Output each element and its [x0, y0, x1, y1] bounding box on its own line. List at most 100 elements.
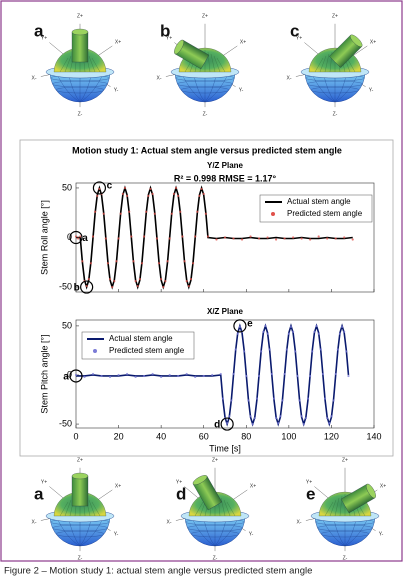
prediction-point [266, 236, 269, 239]
stripe [220, 497, 226, 517]
prediction-point [196, 210, 199, 213]
prediction-point [91, 235, 95, 238]
annotation-ring [92, 181, 107, 195]
axis-label: Z- [213, 555, 218, 561]
prediction-point [326, 417, 329, 420]
x-tick-label: 100 [281, 431, 296, 441]
stem-cap [71, 28, 89, 36]
prediction-point [240, 238, 244, 241]
prediction-point [334, 237, 337, 240]
annotation-ring [69, 369, 83, 383]
prediction-point [317, 332, 320, 335]
prediction-point [104, 237, 107, 240]
figure-frame [0, 0, 403, 562]
stem-cap [350, 34, 363, 47]
annotation-label: a [63, 372, 69, 383]
prediction-point [157, 262, 161, 265]
prediction-point [151, 192, 154, 195]
prediction-point [111, 285, 114, 289]
prediction-point [89, 262, 92, 265]
prediction-point [219, 372, 222, 376]
axis-label: Y+ [306, 479, 312, 485]
prediction-point [172, 192, 176, 195]
stripe [319, 55, 327, 73]
prediction-point [249, 415, 252, 418]
prediction-point [177, 194, 180, 197]
prediction-point [191, 262, 195, 265]
prediction-point [128, 210, 131, 213]
subplot-title: X/Z Plane [207, 307, 244, 316]
stripe [226, 501, 236, 517]
stem [192, 475, 223, 511]
prediction-point [300, 415, 303, 418]
axis-label: Z- [333, 111, 338, 117]
prediction-point [102, 212, 105, 215]
x-tick-label: 140 [366, 431, 381, 441]
prediction-point [77, 237, 80, 240]
panel-label: e [306, 484, 315, 503]
prediction-point [260, 350, 263, 353]
prediction-point [74, 373, 78, 377]
prediction-point [96, 194, 99, 197]
axis-label: X+ [115, 483, 121, 489]
prediction-point [319, 348, 322, 351]
x-tick-label: 120 [324, 431, 339, 441]
prediction-point [230, 399, 233, 402]
prediction-point [143, 235, 146, 238]
prediction-point [287, 332, 290, 335]
axis-label: Y- [249, 531, 254, 537]
legend-label: Actual stem angle [109, 334, 173, 343]
prediction-point [300, 237, 303, 240]
prediction-point [298, 399, 301, 402]
prediction-point [251, 422, 254, 426]
axis-label: X+ [240, 39, 246, 45]
panel-label: d [176, 484, 186, 503]
stripe [88, 499, 96, 517]
stripe [346, 57, 356, 73]
axis-label: Y- [379, 531, 384, 537]
legend-label: Actual stem angle [287, 197, 351, 206]
axis-label: X- [32, 75, 37, 81]
prediction-point [74, 235, 78, 238]
stripe [216, 57, 226, 73]
prediction-point [232, 237, 235, 240]
subplot-stats: R² = 0.998 RMSE = 1.17° [174, 173, 277, 183]
prediction-point [181, 235, 184, 238]
prediction-point [302, 422, 305, 426]
axis-label: X+ [115, 39, 121, 45]
prediction-point [253, 417, 256, 420]
prediction-point [91, 372, 95, 376]
y-tick-label: -50 [59, 418, 72, 428]
prediction-point [185, 372, 188, 376]
prediction-point [283, 237, 286, 240]
prediction-point [115, 260, 118, 263]
annotation-label: d [214, 420, 220, 431]
axis-label: Y- [114, 531, 119, 537]
prediction-point [125, 194, 129, 197]
prediction-point [189, 278, 193, 281]
prediction-point [179, 210, 182, 213]
panel-label: a [34, 21, 44, 40]
prediction-point [245, 374, 248, 378]
prediction-point [309, 374, 312, 378]
axis-label: Y+ [296, 35, 302, 41]
prediction-point [140, 262, 144, 265]
prediction-point [268, 348, 271, 351]
axis-label: X+ [250, 483, 256, 489]
y-tick-label: -50 [59, 281, 72, 291]
prediction-point [255, 397, 259, 400]
stripe [91, 501, 101, 517]
prediction-point [274, 238, 278, 241]
stem [340, 483, 376, 514]
illustration: Z+ Y+ X+ X- Y- Z- [32, 457, 122, 561]
prediction-point [338, 332, 342, 335]
stem [71, 28, 89, 63]
axis-label: Z- [78, 111, 83, 117]
prediction-point [138, 278, 141, 281]
x-tick-label: 60 [199, 431, 209, 441]
prediction-point [177, 374, 180, 378]
axis-label: Z- [343, 555, 348, 561]
annotation-ring [80, 280, 94, 294]
prediction-point [106, 262, 110, 265]
prediction-point [351, 238, 354, 241]
